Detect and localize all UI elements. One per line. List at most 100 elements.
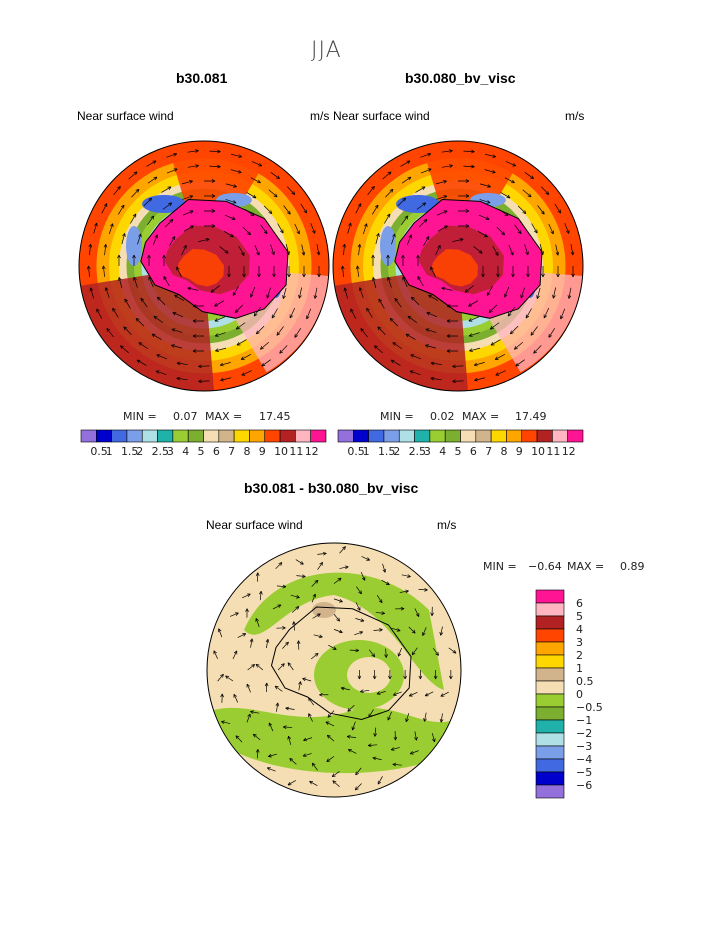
panel-b-colorbar-tick: 6 (469, 445, 477, 458)
panel-b-boundary (332, 140, 584, 392)
panel-c-colorbar-swatch (535, 784, 565, 799)
panel-a-colorbar-swatch (96, 429, 112, 443)
panel-b-max: 17.49 (515, 410, 547, 423)
panel-a-colorbar-tick: 5 (197, 445, 205, 458)
panel-c-colorbar-tick: 6 (576, 597, 583, 610)
panel-c-colorbar-swatch (535, 719, 565, 734)
panel-c-colorbar-swatch (535, 680, 565, 695)
panel-a-colorbar-swatch (279, 429, 296, 443)
panel-a-min-label: MIN = (123, 410, 157, 423)
panel-c-colorbar-swatch (535, 771, 565, 786)
panel-c-colorbar-tick: −0.5 (576, 701, 603, 714)
panel-c-boundary (206, 542, 462, 798)
panel-b-colorbar-swatch (552, 429, 568, 443)
panel-b-colorbar-tick: 9 (515, 445, 523, 458)
panel-a-units: m/s (310, 109, 330, 123)
panel-b-colorbar-swatch (429, 429, 446, 443)
panel-c-colorbar-tick: −6 (576, 779, 593, 792)
panel-a-map (79, 141, 329, 391)
panel-c-colorbar-tick: 4 (576, 623, 583, 636)
panel-a-left-label: Near surface wind (77, 109, 174, 123)
panel-c-colorbar-tick: −1 (576, 714, 593, 727)
panel-b-colorbar-swatch (444, 429, 461, 443)
panel-b-colorbar-swatch (368, 429, 385, 443)
panel-a-colorbar-swatch (126, 429, 143, 443)
panel-b-colorbar-swatch (337, 429, 354, 443)
panel-b-colorbar-tick: 1 (362, 445, 370, 458)
panel-c-colorbar-swatch (535, 641, 565, 656)
panel-b-units: m/s (565, 109, 585, 123)
season-title: JJA (311, 38, 342, 63)
panel-a-colorbar-swatch (233, 429, 250, 443)
panel-b-colorbar-tick: 5 (454, 445, 462, 458)
panel-c-colorbar-tick: −3 (576, 740, 593, 753)
panel-b-colorbar-swatch (398, 429, 415, 443)
panel-c-colorbar-tick: 1 (576, 662, 583, 675)
panel-a-colorbar-swatch (310, 429, 327, 443)
panel-c-colorbar-tick: −5 (576, 766, 593, 779)
panel-b-colorbar-swatch (567, 429, 584, 443)
panel-b-colorbar-swatch (383, 429, 400, 443)
panel-b-colorbar-tick: 2 (393, 445, 401, 458)
panel-a-colorbar-swatch (203, 429, 220, 443)
panel-b-colorbar-tick: 3 (423, 445, 431, 458)
panel-c-colorbar-tick: −2 (576, 727, 593, 740)
panel-a-colorbar-swatch (295, 429, 311, 443)
panel-b-colorbar-tick: 7 (485, 445, 493, 458)
panel-b-colorbar-tick: 8 (500, 445, 508, 458)
panel-c-colorbar-tick: 3 (576, 636, 583, 649)
panel-a-max-label: MAX = (205, 410, 243, 423)
panel-a-colorbar-tick: 11 (289, 445, 304, 458)
panel-a-colorbar-swatch (141, 429, 158, 443)
panel-a-colorbar-swatch (111, 429, 128, 443)
panel-a-colorbar-swatch (218, 429, 235, 443)
panel-a-colorbar-tick: 9 (258, 445, 266, 458)
panel-a-colorbar-swatch (157, 429, 174, 443)
panel-c-map (207, 543, 461, 797)
panel-c-colorbar-tick: 5 (576, 610, 583, 623)
panel-b-colorbar-tick: 12 (561, 445, 576, 458)
panel-a-max: 17.45 (259, 410, 291, 423)
panel-c-colorbar-swatch (535, 589, 565, 604)
panel-b-left-label: Near surface wind (333, 109, 430, 123)
panel-a-colorbar-tick: 7 (228, 445, 236, 458)
panel-a-colorbar-tick: 4 (182, 445, 190, 458)
panel-b-colorbar-tick: 0.5 (347, 445, 365, 458)
panel-b-colorbar-swatch (506, 429, 523, 443)
panel-c-colorbar-tick: 0 (576, 688, 583, 701)
panel-c-colorbar-tick: −4 (576, 753, 593, 766)
panel-a-colorbar-swatch (187, 429, 204, 443)
panel-a-title: b30.081 (176, 70, 228, 86)
panel-c-left-label: Near surface wind (206, 518, 303, 532)
panel-b-colorbar-tick: 10 (531, 445, 546, 458)
panel-a-colorbar-swatch (264, 429, 281, 443)
panel-b-title: b30.080_bv_visc (405, 70, 516, 86)
panel-b-colorbar-swatch (536, 429, 553, 443)
panel-a-colorbar-swatch (172, 429, 189, 443)
panel-c-colorbar-swatch (535, 706, 565, 721)
panel-b-colorbar-swatch (414, 429, 431, 443)
panel-b-colorbar-tick: 1.5 (377, 445, 396, 458)
panel-b-min-label: MIN = (380, 410, 414, 423)
panel-b-colorbar-swatch (475, 429, 492, 443)
panel-c-min: −0.64 (528, 560, 562, 573)
panel-a-boundary (78, 140, 330, 392)
panel-c-colorbar-swatch (535, 758, 565, 773)
panel-c-colorbar-swatch (535, 654, 565, 669)
panel-a-colorbar-swatch (249, 429, 266, 443)
panel-c-colorbar-swatch (535, 745, 565, 760)
panel-c-title: b30.081 - b30.080_bv_visc (244, 480, 419, 496)
panel-c-colorbar-swatch (535, 732, 565, 747)
panel-a-colorbar-tick: 1.5 (120, 445, 139, 458)
panel-c-max: 0.89 (620, 560, 645, 573)
panel-a-colorbar-tick: 2.5 (151, 445, 170, 458)
panel-a-colorbar-tick: 0.5 (90, 445, 108, 458)
panel-a-colorbar-tick: 8 (243, 445, 251, 458)
panel-b-colorbar-tick: 2.5 (408, 445, 427, 458)
panel-c-units: m/s (437, 518, 457, 532)
panel-c-colorbar-tick: 0.5 (576, 675, 594, 688)
panel-a-colorbar-tick: 6 (212, 445, 220, 458)
panel-c-colorbar-swatch (535, 615, 565, 630)
panel-a-colorbar-tick: 1 (105, 445, 113, 458)
